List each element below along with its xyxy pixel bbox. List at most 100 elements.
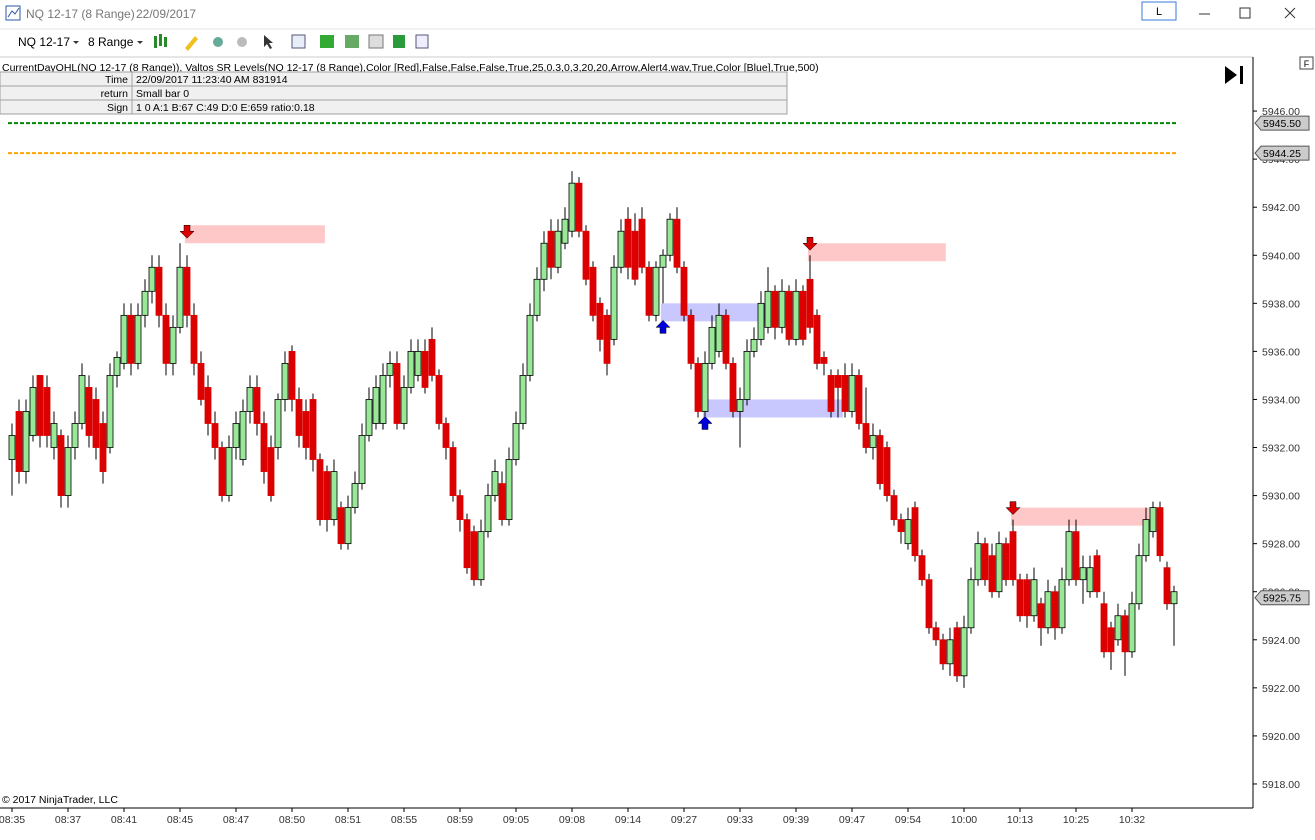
candle-body [1149,507,1157,533]
candle-body [435,375,443,424]
candle-body [708,326,716,364]
candle-body [1121,615,1129,653]
candle-body [106,375,114,448]
zoom-in-button[interactable] [213,37,223,47]
interval-selector[interactable]: 8 Range [88,35,134,49]
candle-body [547,230,555,268]
candle-body [134,314,142,364]
x-tick-label: 09:05 [503,814,529,826]
candle-body [225,447,233,496]
order-button[interactable] [393,35,405,48]
zoom-out-button[interactable] [237,37,247,47]
candle-body [666,218,674,256]
candle-body [1002,543,1010,581]
candle-body [1100,603,1108,653]
instrument-selector[interactable]: NQ 12-17 [18,35,70,49]
row-label: Sign [107,102,128,114]
scroll-end-button[interactable] [1225,66,1243,84]
candle-body [883,447,891,496]
last-price-label: 5925.75 [1263,593,1301,605]
candle-body [337,507,345,545]
candle-body [421,350,429,388]
candle-body [393,363,401,424]
data-box-button[interactable] [291,34,306,49]
candle-body [939,639,947,665]
candle-body [22,411,30,472]
link-button-label: L [1156,6,1162,18]
x-tick-label: 09:27 [671,814,697,826]
candle-body [197,363,205,400]
candle-body [1156,507,1164,557]
candle-body [785,290,793,340]
sr-zone [1010,507,1151,526]
link-button[interactable] [1141,1,1177,21]
x-tick-label: 08:55 [391,814,417,826]
drawing-tool-button[interactable] [185,36,198,51]
candle-body [232,423,240,448]
candle-body [449,447,457,496]
info-table: Time 22/09/2017 11:23:40 AM 831914 return S… [0,71,788,115]
candle-body [442,423,450,448]
y-tick-label: 5932.00 [1262,443,1300,455]
row-value: 22/09/2017 11:23:40 AM 831914 [136,74,288,86]
candle-body [120,314,128,364]
x-tick-label: 09:33 [727,814,753,826]
candle-body [624,218,632,268]
candle-body [281,363,289,400]
candle-body [1114,615,1122,641]
signal-arrow [179,224,195,239]
pointer-button[interactable] [264,35,273,49]
candle-body [1016,579,1024,617]
row-label: Time [105,74,128,86]
y-tick-label: 5938.00 [1262,298,1300,310]
candle-body [1142,519,1150,557]
candle-body [995,543,1003,593]
templates-button[interactable] [368,34,384,49]
candle-body [85,387,93,436]
window-title: NQ 12-17 (8 Range) [26,7,135,21]
panel-button[interactable] [1299,56,1314,70]
candle-body [687,314,695,364]
strategies-button[interactable] [345,35,359,48]
properties-button[interactable] [415,34,429,49]
close-button[interactable] [1284,7,1296,19]
y-tick-label: 5924.00 [1262,635,1300,647]
candle-body [274,399,282,448]
x-tick-label: 10:00 [951,814,977,826]
maximize-button[interactable] [1239,7,1251,19]
copyright: © 2017 NinjaTrader, LLC [2,794,118,806]
x-tick-label: 09:08 [559,814,585,826]
candle-body [344,507,352,545]
dropdown-arrow [73,41,79,44]
candle-body [78,375,86,424]
candle-body [638,218,646,268]
candle-body [316,459,324,521]
candle-body [470,531,478,581]
price-marker [1254,115,1310,131]
candle-body [64,447,72,496]
signal-arrow [1005,501,1021,515]
candle-body [680,266,688,316]
candle-body [1023,579,1031,617]
candle-body [897,519,905,533]
candle-body [848,375,856,412]
candle-body [652,266,660,316]
candle-body [960,627,968,677]
candle-body [519,375,527,424]
candle-body [974,543,982,581]
x-tick-label: 08:51 [335,814,361,826]
candle-body [288,350,296,400]
x-tick-label: 10:32 [1119,814,1145,826]
y-tick-label: 5934.00 [1262,394,1300,406]
candle-body [701,363,709,412]
y-tick-label: 5918.00 [1262,779,1300,791]
candle-body [827,375,835,412]
y-tick-label: 5920.00 [1262,731,1300,743]
bar-style-button[interactable] [154,34,167,48]
candle-body [904,519,912,545]
candle-body [659,254,667,268]
indicators-button[interactable] [320,35,334,48]
candle-body [57,435,65,496]
